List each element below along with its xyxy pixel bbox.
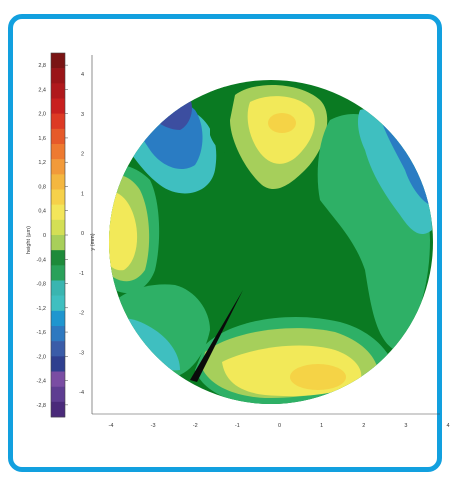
- region-indigo-topleft: [130, 88, 192, 130]
- plot-axes: 4 3 2 1 0 -1 -2 -3 -4 -4 -3 -2 -1 0 1 2 3 4 y (mm): [79, 55, 450, 429]
- colorbar-tick-label: 2,4: [38, 87, 46, 93]
- colorbar-cell: [51, 341, 65, 357]
- colorbar-cell: [51, 98, 65, 114]
- colorbar-tick-label: 2,8: [38, 63, 46, 69]
- colorbar-tick-label: 0,8: [38, 184, 46, 190]
- colorbar-cell: [51, 159, 65, 175]
- contour-field: [109, 80, 433, 404]
- x-tick-label: -2: [193, 423, 198, 429]
- colorbar-tick-label: -1,6: [37, 330, 46, 336]
- colorbar-tick-label: -2,8: [37, 403, 46, 409]
- y-tick-label: -1: [79, 271, 84, 277]
- y-tick-label: 0: [81, 231, 84, 237]
- y-axis-label: y (mm): [90, 233, 96, 250]
- x-tick-label: 0: [278, 423, 281, 429]
- colorbar-cell: [51, 401, 65, 418]
- colorbar-cell: [51, 128, 65, 145]
- colorbar-cell: [51, 265, 65, 281]
- x-tick-label: 1: [320, 423, 323, 429]
- colorbar-cell: [51, 386, 65, 403]
- y-tick-label: 1: [81, 191, 84, 197]
- colorbar-tick-label: -0,8: [37, 282, 46, 288]
- region-peak-bottom: [290, 364, 346, 390]
- colorbar-tick-label: 1,2: [38, 160, 46, 166]
- crack-artifact: [190, 290, 243, 382]
- colorbar-tick-label: -0,4: [37, 257, 46, 263]
- x-tick-label: 4: [446, 423, 449, 429]
- y-tick-label: 4: [81, 72, 84, 78]
- region-cyan-right: [357, 109, 432, 235]
- colorbar-cell: [51, 83, 65, 99]
- colorbar-tick-label: 0,4: [38, 209, 46, 215]
- y-tick-label: 2: [81, 152, 84, 158]
- colorbar-cell: [51, 326, 65, 342]
- colorbar-cell: [51, 174, 65, 190]
- colorbar-cell: [51, 280, 65, 296]
- colorbar-tick-label: 0: [43, 233, 46, 239]
- colorbar-tick-label: 1,6: [38, 136, 46, 142]
- colorbar-cell: [51, 219, 65, 236]
- colorbar-cell: [51, 53, 65, 69]
- colorbar-cell: [51, 235, 65, 251]
- colorbar-cell: [51, 68, 65, 84]
- colorbar-tick-label: 2,0: [38, 112, 46, 118]
- colorbar-cell: [51, 371, 65, 387]
- x-tick-label: -3: [151, 423, 156, 429]
- colorbar-tick-label: -2,4: [37, 379, 46, 385]
- x-tick-label: -1: [235, 423, 240, 429]
- y-tick-label: -4: [79, 390, 84, 396]
- y-axis-ticks: 4 3 2 1 0 -1 -2 -3 -4: [79, 72, 84, 396]
- y-tick-label: -3: [79, 350, 84, 356]
- colorbar-cell: [51, 250, 65, 266]
- x-tick-label: 3: [404, 423, 407, 429]
- y-tick-label: 3: [81, 112, 84, 118]
- y-tick-label: -2: [79, 311, 84, 317]
- colorbar-ticks: 2,8 2,4 2,0 1,6 1,2 0,8 0,4 0 -0,4 -0,8 -1,2 -1,6 -2…: [37, 63, 68, 409]
- x-tick-label: 2: [362, 423, 365, 429]
- colorbar-tick-label: -1,2: [37, 306, 46, 312]
- x-tick-label: -4: [109, 423, 114, 429]
- colorbar-label: height (µm): [26, 226, 32, 254]
- colorbar-cell: [51, 189, 65, 205]
- colorbar-cell: [51, 310, 65, 327]
- colorbar-cell: [51, 204, 65, 221]
- colorbar: 2,8 2,4 2,0 1,6 1,2 0,8 0,4 0 -0,4 -0,8 -1,2 -1,6 -2…: [26, 52, 68, 418]
- colorbar-cell: [51, 295, 65, 312]
- colorbar-cell: [51, 113, 65, 130]
- x-axis-ticks: -4 -3 -2 -1 0 1 2 3 4: [109, 423, 450, 429]
- colorbar-tick-label: -2,0: [37, 354, 46, 360]
- region-peak-top: [268, 113, 296, 133]
- colorbar-cell: [51, 356, 65, 372]
- colorbar-cell: [51, 144, 65, 160]
- colorbar-cells: [51, 53, 65, 418]
